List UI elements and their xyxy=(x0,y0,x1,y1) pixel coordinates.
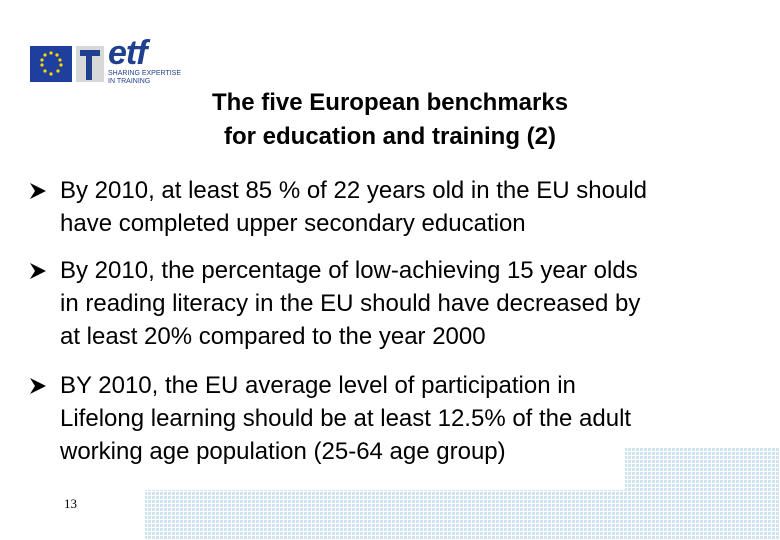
bullet-line: working age population (25-64 age group) xyxy=(60,438,506,465)
logo-name: etf xyxy=(108,34,148,72)
eu-stars xyxy=(40,51,63,76)
bullet-line: have completed upper secondary education xyxy=(60,210,526,237)
bullet-arrow xyxy=(30,263,46,279)
etf-mark-t xyxy=(80,50,100,80)
bullet-arrow xyxy=(30,183,46,199)
bullet: By 2010, the percentage of low-achieving… xyxy=(60,254,640,353)
bullet-arrow xyxy=(30,378,46,394)
bullet: By 2010, at least 85 % of 22 years old i… xyxy=(60,174,647,240)
bullet-line: By 2010, at least 85 % of 22 years old i… xyxy=(60,177,648,204)
grid-band xyxy=(145,490,780,540)
tagline-line: SHARING EXPERTISE xyxy=(108,70,182,77)
grid-step xyxy=(625,448,780,490)
bullet-line: By 2010, the percentage of low-achieving… xyxy=(60,257,638,284)
tagline-line: IN TRAINING xyxy=(108,78,151,85)
bullet: BY 2010, the EU average level of partici… xyxy=(60,369,631,468)
logo-tagline: SHARING EXPERTISE IN TRAINING xyxy=(108,70,181,86)
slide-title: The five European benchmarks for educati… xyxy=(0,86,780,154)
title-line: for education and training (2) xyxy=(223,123,556,150)
bullet-line: BY 2010, the EU average level of partici… xyxy=(60,372,576,399)
title-line: The five European benchmarks xyxy=(211,89,569,116)
page-number: 13 xyxy=(64,496,77,511)
bullet-line: Lifelong learning should be at least 12.… xyxy=(60,405,632,432)
bullet-line: in reading literacy in the EU should hav… xyxy=(60,290,641,317)
bullet-line: at least 20% compared to the year 2000 xyxy=(60,323,486,350)
